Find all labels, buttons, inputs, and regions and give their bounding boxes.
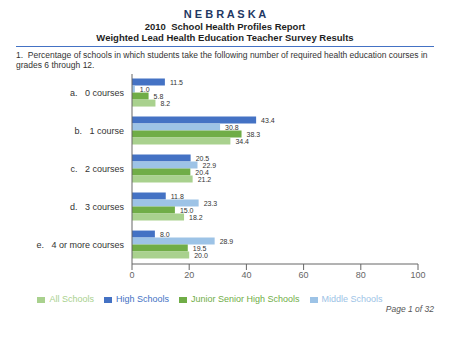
svg-text:22.9: 22.9 (202, 162, 216, 169)
html-text:N E B R A S K A: N E B R A S K A (183, 8, 267, 20)
svg-text:e. 4 or more courses: e. 4 or more courses (36, 240, 124, 250)
svg-text:40: 40 (241, 270, 251, 280)
svg-text:1.0: 1.0 (140, 86, 150, 93)
svg-text:18.2: 18.2 (189, 214, 203, 221)
svg-text:21.2: 21.2 (198, 176, 212, 183)
svg-text:34.4: 34.4 (235, 138, 249, 145)
svg-text:8.0: 8.0 (160, 231, 170, 238)
svg-text:20.5: 20.5 (196, 155, 210, 162)
svg-text:11.5: 11.5 (170, 79, 183, 86)
html-text:High Schools: High Schools (116, 294, 169, 304)
svg-text:60: 60 (299, 270, 309, 280)
svg-text:11.8: 11.8 (171, 193, 184, 200)
html-text:Junior Senior High Schools: Junior Senior High Schools (191, 294, 300, 304)
html-text:Middle Schools: Middle Schools (321, 294, 383, 304)
svg-text:20.4: 20.4 (195, 169, 209, 176)
svg-text:a. 0 courses: a. 0 courses (70, 88, 125, 98)
svg-text:b. 1 course: b. 1 course (74, 126, 124, 136)
svg-text:20: 20 (184, 270, 194, 280)
html-text:Page 1 of 32: Page 1 of 32 (385, 304, 434, 314)
svg-text:5.8: 5.8 (154, 93, 164, 100)
svg-text:20.0: 20.0 (194, 252, 208, 259)
svg-text:30.8: 30.8 (225, 124, 239, 131)
svg-text:15.0: 15.0 (180, 207, 194, 214)
svg-text:100: 100 (410, 270, 425, 280)
html-text:1. Percentage of schools in wh: 1. Percentage of schools in which studen… (16, 50, 430, 70)
svg-text:28.9: 28.9 (220, 238, 234, 245)
svg-text:0: 0 (129, 270, 134, 280)
html-text:2010 School Health Profiles Re: 2010 School Health Profiles Report Weigh… (96, 21, 354, 43)
svg-text:d. 3 courses: d. 3 courses (70, 202, 125, 212)
svg-text:c. 2 courses: c. 2 courses (70, 164, 124, 174)
svg-text:8.2: 8.2 (160, 100, 170, 107)
html-text:All Schools: All Schools (49, 294, 94, 304)
svg-text:23.3: 23.3 (204, 200, 218, 207)
svg-text:43.4: 43.4 (261, 117, 275, 124)
svg-text:80: 80 (356, 270, 366, 280)
svg-text:38.3: 38.3 (247, 131, 261, 138)
svg-text:19.5: 19.5 (193, 245, 207, 252)
